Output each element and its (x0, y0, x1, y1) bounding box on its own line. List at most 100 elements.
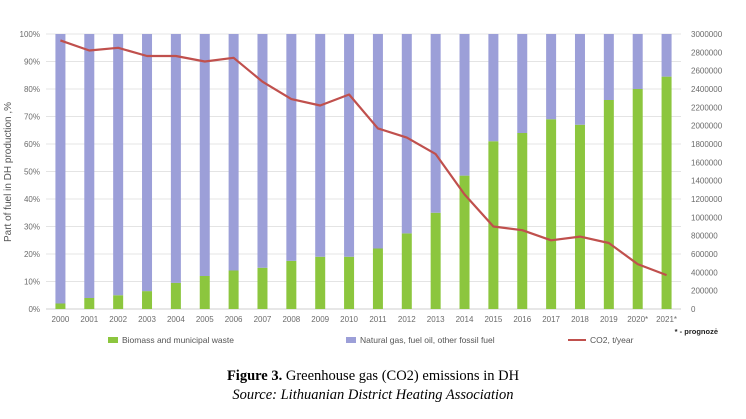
y-tick-label: 30% (24, 223, 40, 232)
x-tick-label: 2015 (484, 315, 502, 324)
y-tick-label: 60% (24, 140, 40, 149)
legend-item-co2-label: CO2, t/year (590, 335, 634, 345)
grid-lines (46, 33, 681, 310)
x-tick-label: 2013 (427, 315, 445, 324)
bar-fossil (661, 34, 672, 77)
bar-biomass (401, 233, 412, 309)
bar-biomass (315, 256, 326, 309)
x-tick-label: 2018 (571, 315, 589, 324)
y2-tick-label: 2600000 (691, 67, 723, 76)
y-tick-label: 80% (24, 85, 40, 94)
bar-biomass (459, 175, 470, 309)
bar-biomass (199, 276, 210, 309)
y2-tick-label: 2400000 (691, 85, 723, 94)
bar-fossil (546, 34, 557, 120)
figure-caption-text: Greenhouse gas (CO2) emissions in DH (282, 368, 520, 384)
y2-tick-label: 600000 (691, 250, 718, 259)
x-tick-label: 2016 (513, 315, 531, 324)
y2-tick-label: 1200000 (691, 195, 723, 204)
y-tick-label: 100% (20, 30, 40, 39)
y2-tick-label: 1000000 (691, 213, 723, 222)
x-tick-label: 2006 (225, 315, 243, 324)
bar-biomass (55, 303, 66, 309)
bar-fossil (286, 34, 297, 261)
bar-fossil (257, 34, 268, 268)
y-tick-label: 20% (24, 250, 40, 259)
bar-biomass (632, 89, 643, 309)
x-tick-label: 2019 (600, 315, 618, 324)
bar-fossil (632, 34, 643, 89)
prognosis-footnote: * - prognozė (675, 327, 718, 336)
x-tick-label: 2020* (627, 315, 648, 324)
bar-fossil (401, 34, 412, 234)
y-tick-label: 70% (24, 113, 40, 122)
bar-biomass (84, 298, 95, 309)
y2-tick-label: 2800000 (691, 48, 723, 57)
x-tick-label: 2004 (167, 315, 185, 324)
stacked-bars (55, 34, 672, 309)
x-tick-label: 2000 (52, 315, 70, 324)
bar-fossil (517, 34, 528, 133)
bar-biomass (517, 133, 528, 309)
x-tick-label: 2017 (542, 315, 560, 324)
x-tick-label: 2003 (138, 315, 156, 324)
bar-fossil (170, 34, 181, 283)
x-axis-ticks: 2000 2001 2002 2003 2004 2005 2006 2007 2008 2009… (52, 315, 677, 324)
y-axis-title: Part of fuel in DH production ,% (3, 102, 14, 242)
co2-line (60, 39, 667, 277)
legend-item-biomass-label: Biomass and municipal waste (122, 335, 234, 345)
y2-tick-label: 2200000 (691, 103, 723, 112)
y-tick-label: 90% (24, 58, 40, 67)
bar-fossil (603, 34, 614, 100)
bar-fossil (459, 34, 470, 176)
y2-tick-label: 1600000 (691, 158, 723, 167)
chart: 0%10%20%30%40%50%60%70%80%90%100% 020000… (3, 30, 723, 345)
figure-source: Source: Lithuanian District Heating Asso… (232, 387, 514, 403)
right-axis-ticks: 0 200000 400000 600000 800000 1000000 1200000 1… (691, 30, 723, 314)
y2-tick-label: 1800000 (691, 140, 723, 149)
bar-fossil (199, 34, 210, 276)
y2-tick-label: 1400000 (691, 177, 723, 186)
bar-biomass (170, 282, 181, 309)
bar-biomass (372, 248, 383, 309)
y-tick-label: 50% (24, 168, 40, 177)
bar-biomass (546, 119, 557, 309)
bar-biomass (257, 267, 268, 309)
x-tick-label: 2009 (311, 315, 329, 324)
x-tick-label: 2014 (456, 315, 474, 324)
left-axis-ticks: 0% 10% 20% 30% 40% 50% 60% 70% 80% 90% 100% (20, 30, 40, 314)
bar-fossil (344, 34, 355, 257)
bar-fossil (55, 34, 66, 304)
bar-biomass (661, 76, 672, 309)
y-tick-label: 40% (24, 195, 40, 204)
bar-biomass (344, 256, 355, 309)
y2-tick-label: 400000 (691, 268, 718, 277)
y2-tick-label: 800000 (691, 232, 718, 241)
x-tick-label: 2008 (282, 315, 300, 324)
x-tick-label: 2007 (254, 315, 272, 324)
x-tick-label: 2011 (369, 315, 387, 324)
x-tick-label: 2012 (398, 315, 416, 324)
x-tick-label: 2010 (340, 315, 358, 324)
bar-biomass (286, 260, 297, 309)
bar-biomass (113, 295, 124, 309)
bar-fossil (574, 34, 585, 125)
y-tick-label: 10% (24, 278, 40, 287)
figure-caption: Figure 3. Greenhouse gas (CO2) emissions… (0, 368, 746, 385)
bar-fossil (372, 34, 383, 249)
bar-fossil (84, 34, 95, 298)
y2-tick-label: 2000000 (691, 122, 723, 131)
co2-line-layer (60, 39, 667, 277)
legend-item-biomass-swatch (108, 337, 118, 343)
bar-biomass (603, 100, 614, 309)
x-tick-label: 2021* (656, 315, 677, 324)
bar-fossil (315, 34, 326, 257)
x-tick-label: 2005 (196, 315, 214, 324)
legend-item-fossil-label: Natural gas, fuel oil, other fossil fuel (360, 335, 495, 345)
y2-tick-label: 0 (691, 305, 696, 314)
bar-fossil (113, 34, 124, 296)
y-tick-label: 0% (28, 305, 40, 314)
bar-fossil (430, 34, 441, 213)
legend-item-fossil-swatch (346, 337, 356, 343)
bar-biomass (574, 124, 585, 309)
